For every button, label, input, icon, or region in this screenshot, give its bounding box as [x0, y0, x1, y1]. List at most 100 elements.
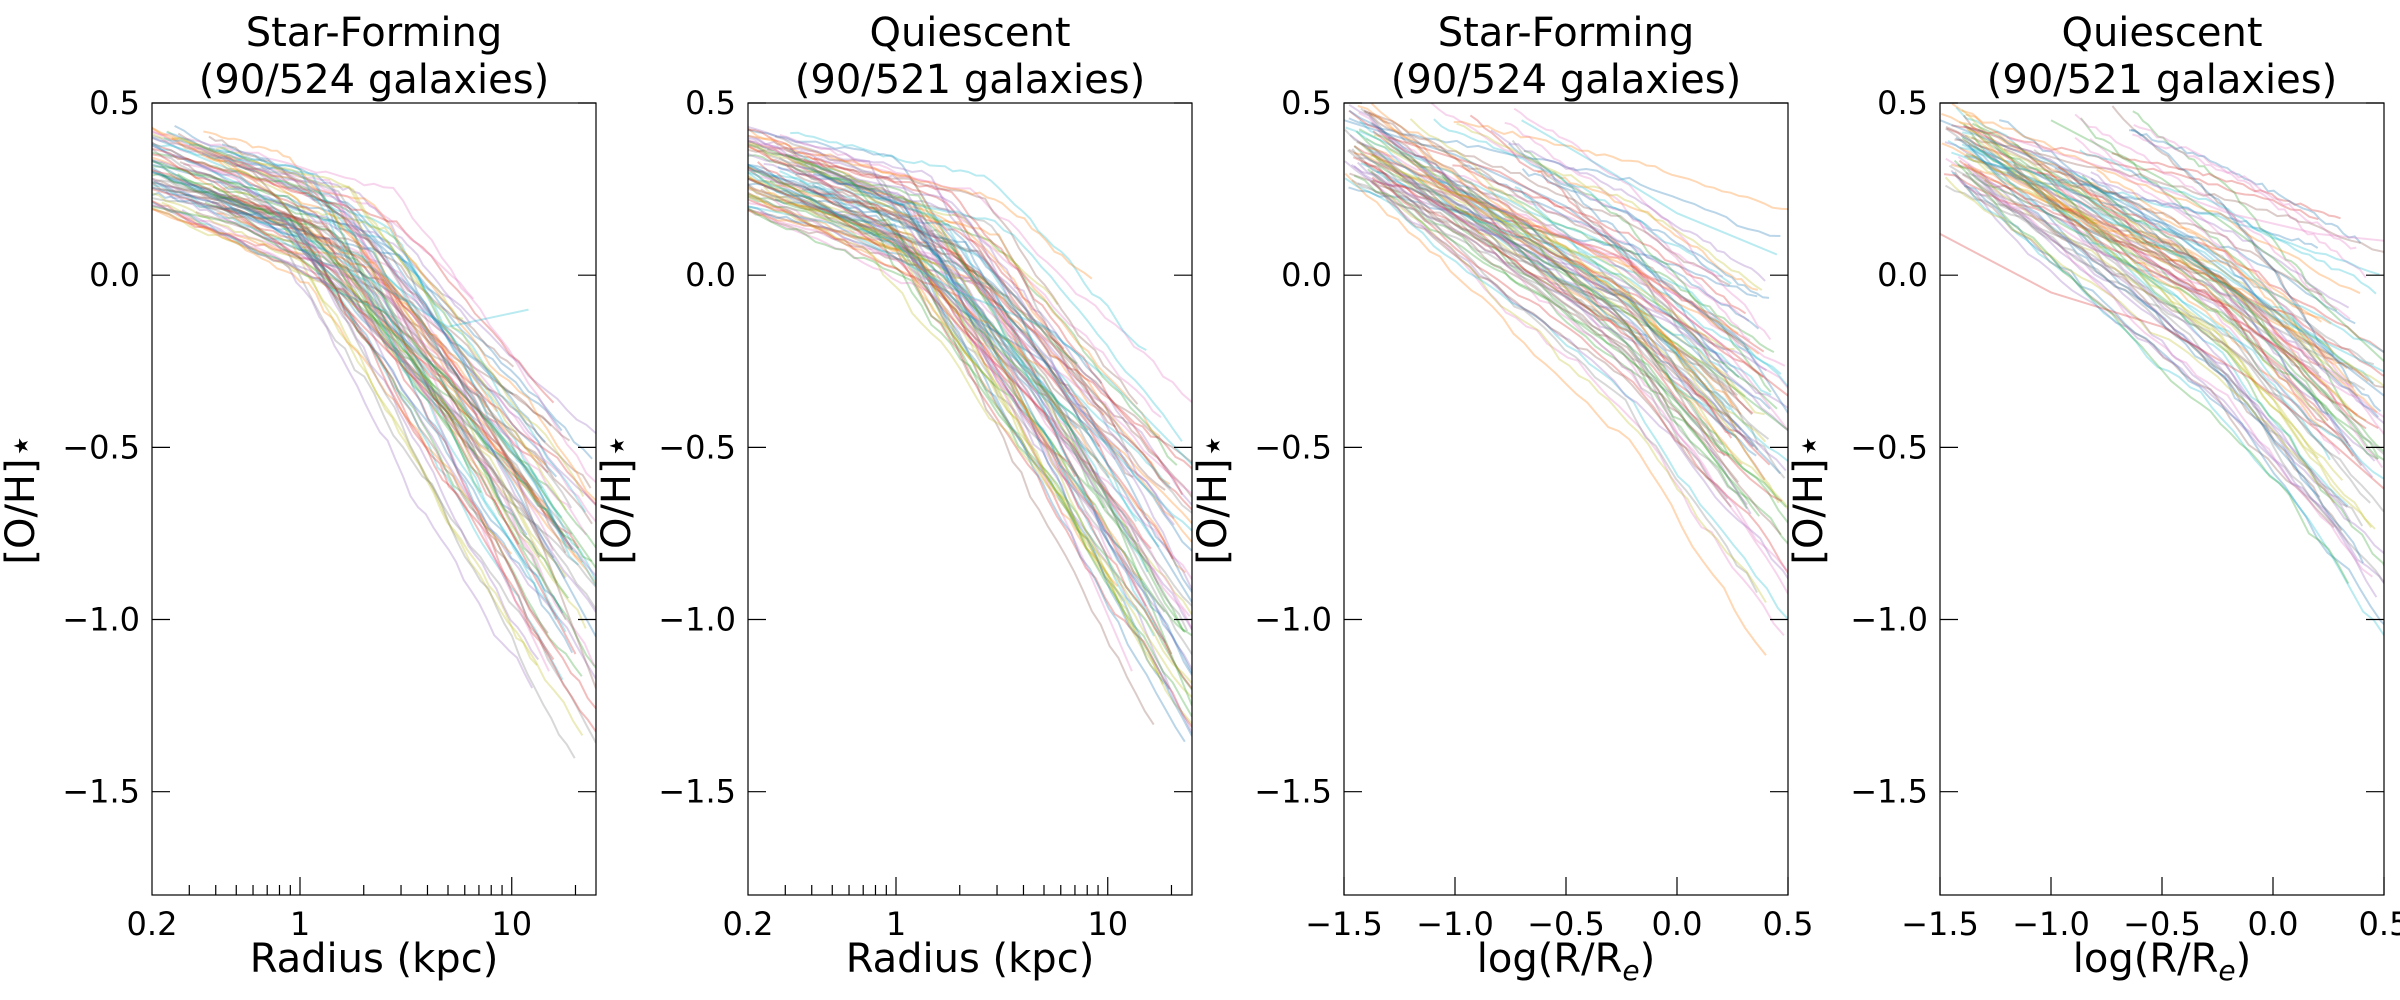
profile-curve — [163, 137, 558, 621]
profile-curve — [748, 177, 1192, 464]
profile-curve — [1371, 179, 1767, 604]
profile-curve — [152, 208, 549, 474]
profile-curve — [1461, 164, 1760, 330]
profile-curve — [152, 136, 529, 328]
profile-curve — [152, 200, 513, 555]
profile-curve — [1376, 170, 1771, 410]
profile-curve — [1967, 144, 2364, 564]
profile-curve — [152, 179, 573, 509]
profile-curve — [1437, 177, 1757, 457]
profile-curve — [1371, 176, 1788, 575]
profile-curve — [1348, 148, 1740, 483]
profile-curve — [225, 154, 472, 326]
profile-curve — [1957, 155, 2373, 578]
profile-curve — [1351, 179, 1770, 440]
profile-curve — [152, 143, 563, 519]
profile-curve — [763, 162, 1192, 734]
profile-curve — [152, 192, 470, 434]
profile-curve — [779, 134, 1162, 418]
profile-curve — [1972, 147, 2384, 354]
profile-curve — [165, 191, 479, 416]
profile-curve — [2003, 148, 2323, 296]
profile-curve — [748, 208, 1116, 428]
profile-curve — [1353, 174, 1787, 508]
panel-subtitle: (90/521 galaxies) — [795, 57, 1145, 103]
profile-curve — [1967, 157, 2367, 422]
profile-curve — [1344, 129, 1729, 500]
y-tick-label: −0.5 — [1254, 428, 1332, 466]
x-tick-label: 0.5 — [2359, 905, 2400, 943]
profile-curve — [2089, 138, 2384, 436]
profile-curve — [760, 210, 1192, 580]
profile-curve — [1950, 169, 2384, 585]
profile-curve — [152, 200, 500, 484]
profile-curve — [177, 132, 571, 442]
profile-curve — [790, 131, 1147, 351]
profile-curve — [1349, 134, 1788, 410]
profile-curve — [799, 180, 1100, 464]
profile-curve — [223, 160, 596, 582]
profile-curve — [748, 194, 1192, 684]
profile-curve — [206, 154, 587, 629]
profile-curve — [152, 160, 596, 549]
profile-curve — [1964, 134, 2373, 528]
profile-curve — [748, 193, 1192, 691]
profile-curve — [1348, 103, 1752, 515]
x-tick-label: 10 — [1087, 905, 1128, 943]
profile-curve — [195, 211, 541, 558]
profile-curve — [164, 186, 487, 404]
profile-curve — [1356, 140, 1759, 451]
profile-curve — [748, 137, 1147, 607]
profile-curve — [1401, 177, 1787, 472]
profile-curve — [2130, 129, 2382, 413]
profile-curve — [786, 164, 1071, 392]
profile-curve — [2033, 149, 2384, 456]
profile-curve — [1941, 142, 2369, 383]
profile-curve — [216, 195, 540, 661]
profile-curve — [1943, 173, 2384, 377]
profile-curve — [1982, 148, 2384, 555]
y-tick-label: 0.0 — [1281, 256, 1332, 294]
profile-curve — [1984, 179, 2384, 389]
profile-curve — [1361, 143, 1755, 448]
profile-curve — [778, 156, 1129, 453]
profile-curve — [1358, 111, 1788, 595]
profile-curve — [748, 166, 1192, 728]
profile-curve — [1953, 159, 2350, 584]
profile-curve — [1959, 146, 2359, 398]
profile-curve — [1344, 177, 1788, 621]
profile-curve — [1537, 169, 1759, 291]
profile-curve — [162, 174, 593, 562]
profile-curve — [1961, 173, 2363, 467]
profile-curve — [152, 186, 549, 634]
profile-curve — [1364, 161, 1771, 466]
profile-curve — [1487, 186, 1775, 353]
profile-curve — [1958, 121, 2352, 386]
profile-curve — [174, 125, 593, 460]
profile-curve — [1369, 180, 1732, 508]
y-axis-label: [O/H]⋆ — [1786, 433, 1832, 564]
profile-curve — [203, 130, 488, 408]
profile-curve — [783, 148, 1192, 616]
profile-curve — [1957, 164, 2329, 415]
profile-curve — [748, 143, 1059, 305]
profile-curve — [1398, 151, 1788, 390]
profile-curve — [748, 165, 1089, 432]
profile-curve — [177, 173, 567, 621]
profile-curve — [152, 151, 482, 494]
profile-curve — [748, 183, 1110, 479]
profile-curve — [1368, 148, 1772, 396]
profile-curve — [748, 192, 1119, 588]
profile-curve — [751, 169, 1183, 442]
profile-curve — [152, 207, 596, 585]
panel-title: Star-Forming — [1438, 10, 1695, 56]
profile-curve — [748, 205, 1186, 743]
profile-curve — [2074, 113, 2351, 320]
profile-curve — [2050, 119, 2384, 363]
profile-curve — [2012, 163, 2384, 585]
profile-curve — [748, 207, 1192, 718]
profile-curve — [748, 192, 1140, 543]
profile-curve — [1963, 162, 2348, 370]
profile-curve — [748, 140, 1099, 476]
profile-curve — [748, 175, 1161, 438]
